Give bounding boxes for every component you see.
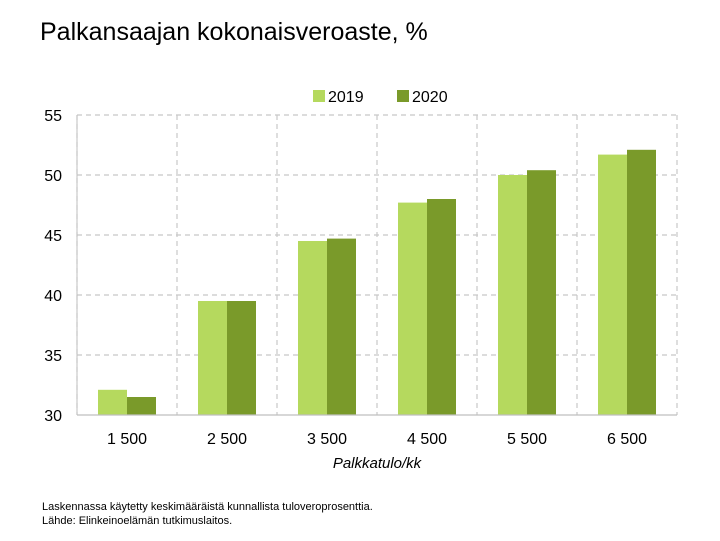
x-axis: 1 500 2 500 3 500 4 500 5 500 6 500 <box>77 414 677 448</box>
legend-swatch-2020 <box>397 90 409 102</box>
x-tick-label: 1 500 <box>107 431 147 448</box>
x-tick-label: 3 500 <box>307 431 347 448</box>
footnote-method: Laskennassa käytetty keskimääräistä kunn… <box>42 501 373 513</box>
y-tick-label: 35 <box>44 348 62 365</box>
footnote-source: Lähde: Elinkeinoelämän tutkimuslaitos. <box>42 515 233 527</box>
bar-2020-4500 <box>427 199 456 415</box>
x-axis-label: Palkkatulo/kk <box>333 455 423 472</box>
y-tick-label: 55 <box>44 108 62 125</box>
x-tick-label: 6 500 <box>607 431 647 448</box>
chart-title: Palkansaajan kokonaisveroaste, % <box>40 18 428 46</box>
y-tick-label: 45 <box>44 228 62 245</box>
bar-2019-1500 <box>98 389 127 415</box>
x-tick-label: 2 500 <box>207 431 247 448</box>
bar-2020-2500 <box>227 301 256 415</box>
bar-2020-6500 <box>627 149 656 416</box>
legend-swatch-2019 <box>313 90 325 102</box>
legend: 2019 2020 <box>313 89 448 106</box>
bar-2019-6500 <box>598 154 627 415</box>
bar-2019-3500 <box>298 241 327 415</box>
x-tick-label: 4 500 <box>407 431 447 448</box>
y-tick-label: 50 <box>44 168 62 185</box>
bars <box>98 149 656 416</box>
bar-2020-1500 <box>127 397 156 415</box>
y-axis: 30 35 40 45 50 55 <box>44 108 78 425</box>
legend-label-2019: 2019 <box>328 89 364 106</box>
bar-2019-2500 <box>198 301 227 415</box>
bar-2020-3500 <box>327 238 356 415</box>
gridlines <box>76 114 678 415</box>
y-tick-label: 30 <box>44 408 62 425</box>
footnotes: Laskennassa käytetty keskimääräistä kunn… <box>42 500 373 528</box>
bar-2019-4500 <box>398 202 427 415</box>
legend-label-2020: 2020 <box>412 89 448 106</box>
bar-2019-5500 <box>498 175 527 415</box>
y-tick-label: 40 <box>44 288 62 305</box>
x-tick-label: 5 500 <box>507 431 547 448</box>
bar-2020-5500 <box>527 170 556 415</box>
